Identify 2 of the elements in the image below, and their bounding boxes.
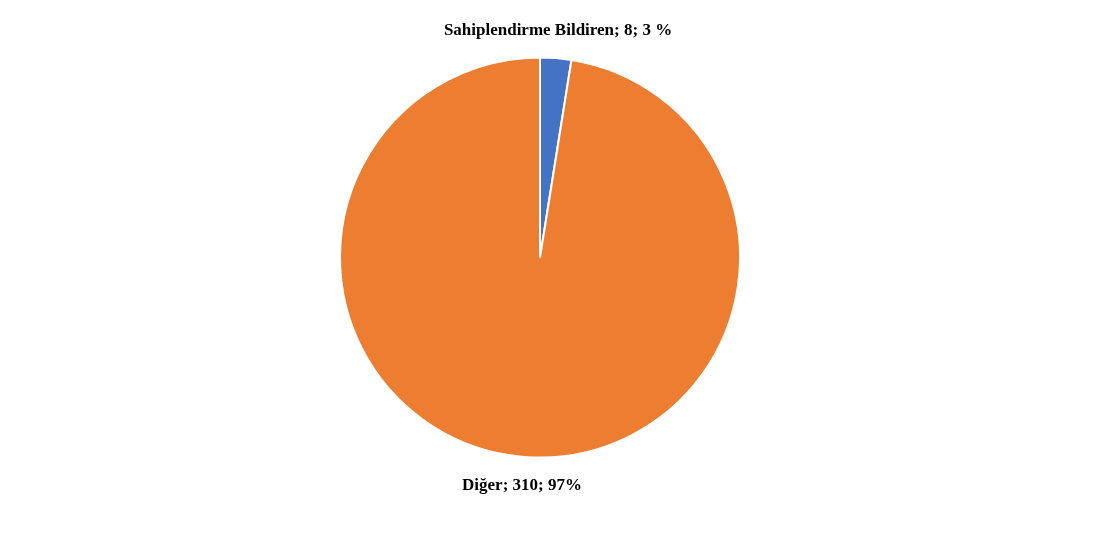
slice-label: Diğer; 310; 97% (462, 474, 582, 494)
slice-label: Sahiplendirme Bildiren; 8; 3 % (443, 20, 673, 40)
